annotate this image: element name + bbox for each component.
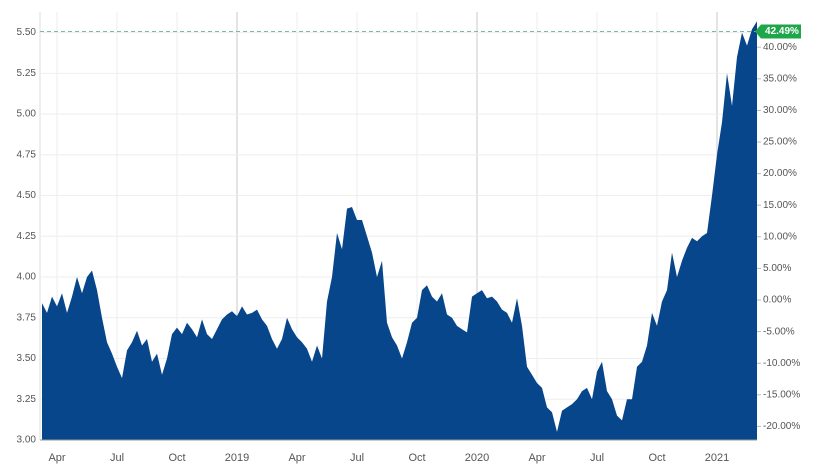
- y2-tick-label: -15.00%: [763, 389, 800, 400]
- x-tick-label: Apr: [48, 452, 65, 464]
- y2-tick-label: -10.00%: [763, 358, 800, 369]
- y2-tick-label: 10.00%: [763, 231, 797, 242]
- x-tick-label: Jul: [590, 452, 604, 464]
- annotation-badge: [755, 24, 801, 39]
- y-tick-label: 4.25: [17, 231, 37, 242]
- y-tick-label: 5.25: [17, 68, 37, 79]
- y2-tick-label: -20.00%: [763, 421, 800, 432]
- y2-tick-label: 15.00%: [763, 200, 797, 211]
- annotation-label: 42.49%: [765, 26, 799, 37]
- y2-tick-label: 0.00%: [763, 295, 791, 306]
- x-tick-label: Apr: [288, 452, 305, 464]
- x-tick-label: Oct: [648, 452, 665, 464]
- x-tick-label: 2019: [225, 452, 249, 464]
- x-tick-label: Oct: [408, 452, 425, 464]
- y2-tick-label: 20.00%: [763, 168, 797, 179]
- x-tick-label: Oct: [168, 452, 185, 464]
- y-tick-label: 5.00: [17, 109, 37, 120]
- y-tick-label: 4.50: [17, 190, 37, 201]
- x-tick-label: Jul: [110, 452, 124, 464]
- y2-tick-label: 40.00%: [763, 42, 797, 53]
- area: [42, 21, 757, 440]
- y2-tick-label: 25.00%: [763, 137, 797, 148]
- y-tick-label: 5.50: [17, 27, 37, 38]
- x-tick-label: 2020: [465, 452, 489, 464]
- y-tick-label: 4.00: [17, 272, 37, 283]
- y2-tick-label: -5.00%: [763, 326, 795, 337]
- y2-tick-label: 35.00%: [763, 73, 797, 84]
- y-tick-label: 3.00: [17, 435, 37, 446]
- y-tick-label: 3.50: [17, 353, 37, 364]
- y-tick-label: 4.75: [17, 149, 37, 160]
- y2-tick-label: 5.00%: [763, 263, 791, 274]
- y2-tick-label: 30.00%: [763, 105, 797, 116]
- x-tick-label: Jul: [350, 452, 364, 464]
- x-tick-label: Apr: [528, 452, 545, 464]
- x-tick-label: 2021: [705, 452, 729, 464]
- y-tick-label: 3.25: [17, 394, 37, 405]
- y-tick-label: 3.75: [17, 312, 37, 323]
